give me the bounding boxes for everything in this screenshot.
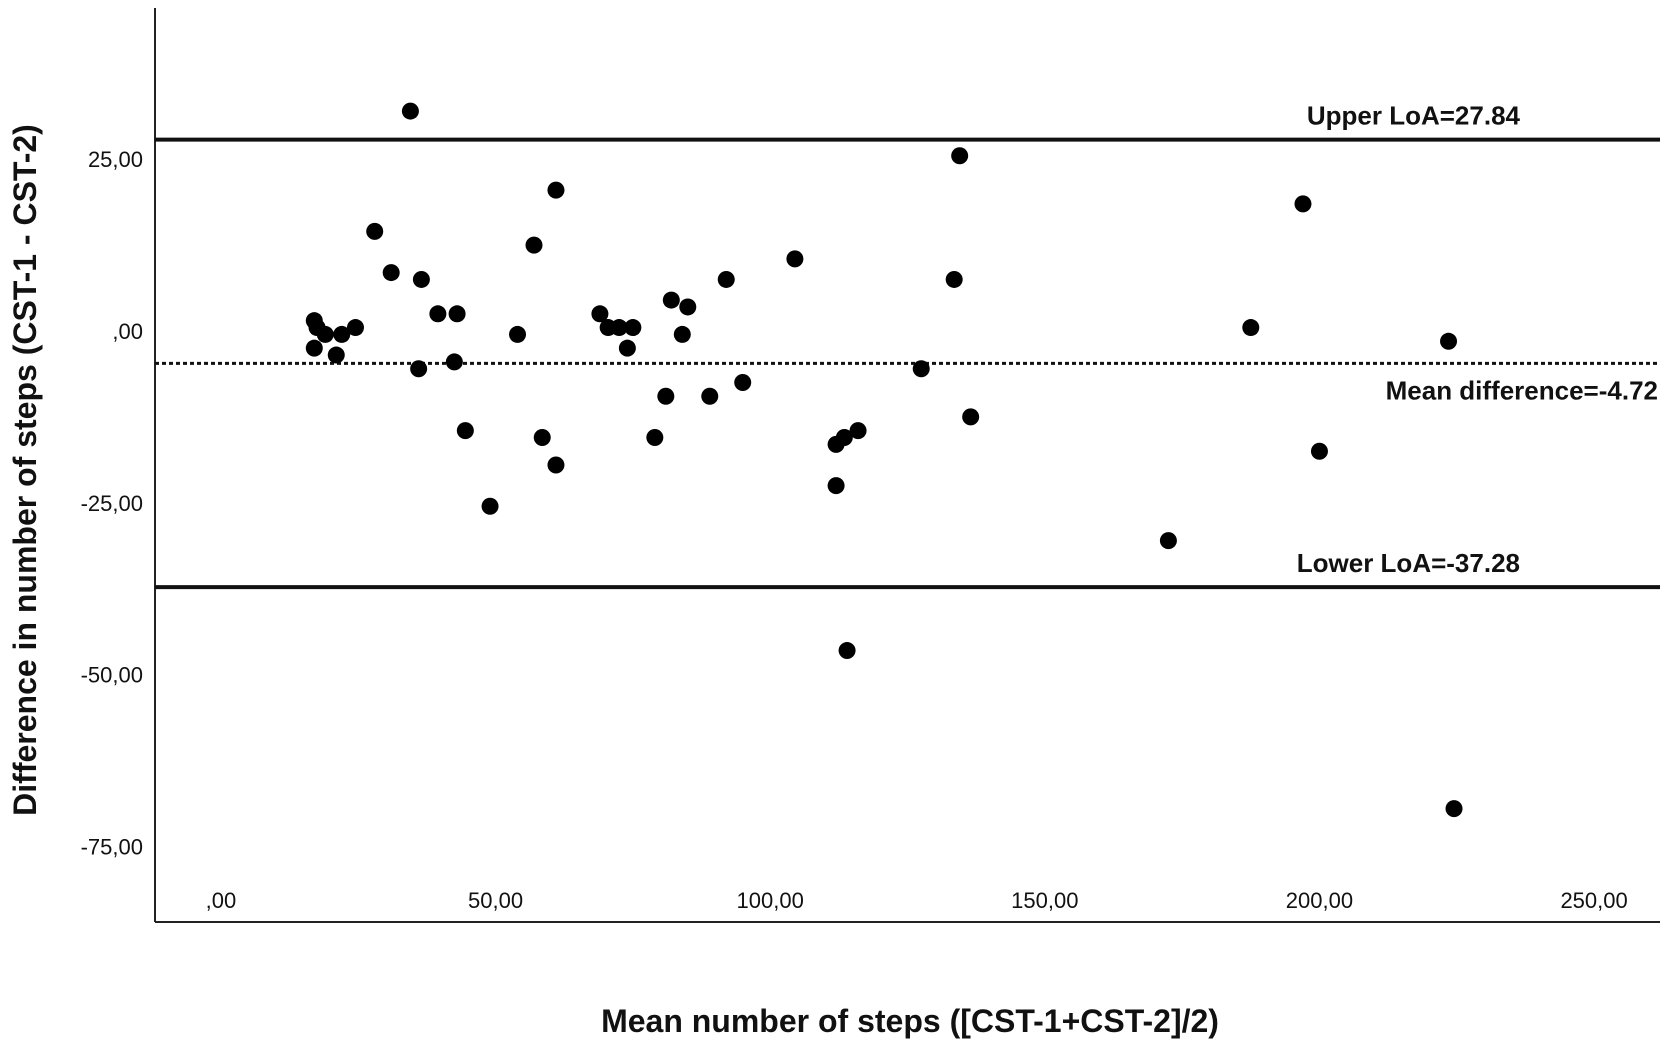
- data-point-6: [333, 325, 351, 343]
- data-point-24: [610, 319, 628, 337]
- data-point-46: [1242, 319, 1260, 337]
- data-point-31: [679, 298, 697, 316]
- data-point-14: [445, 353, 463, 371]
- data-point-28: [657, 387, 675, 405]
- data-point-37: [827, 477, 845, 495]
- data-point-44: [962, 408, 980, 426]
- reference-line-label-0: Upper LoA=27.84: [1307, 101, 1521, 131]
- data-point-34: [734, 374, 752, 392]
- data-point-50: [1445, 800, 1463, 818]
- x-tick-label-1: 50,00: [468, 888, 523, 913]
- y-tick-labels: 25,00 ,00 -25,00 -50,00 -75,00: [81, 147, 143, 859]
- data-point-18: [525, 236, 543, 254]
- data-point-22: [591, 305, 609, 323]
- data-point-13: [448, 305, 466, 323]
- x-tick-label-3: 150,00: [1011, 888, 1078, 913]
- x-tick-labels: ,00 50,00 100,00 150,00 200,00 250,00: [206, 888, 1628, 913]
- data-point-32: [701, 387, 719, 405]
- data-point-10: [412, 270, 430, 288]
- data-point-41: [912, 360, 930, 378]
- data-point-0: [401, 102, 419, 120]
- data-point-26: [624, 319, 642, 337]
- data-point-9: [382, 264, 400, 282]
- y-tick-label-1: ,00: [112, 319, 143, 344]
- data-point-5: [327, 346, 345, 364]
- data-point-48: [1310, 442, 1328, 460]
- axes: [154, 8, 1660, 923]
- data-point-40: [849, 422, 867, 440]
- data-point-20: [547, 181, 565, 199]
- data-point-47: [1294, 195, 1312, 213]
- data-point-35: [786, 250, 804, 268]
- data-point-39: [838, 642, 856, 660]
- data-point-29: [662, 291, 680, 309]
- data-point-27: [646, 429, 664, 447]
- data-point-49: [1440, 332, 1458, 350]
- x-tick-label-5: 250,00: [1560, 888, 1627, 913]
- data-point-38: [835, 429, 853, 447]
- data-point-19: [533, 429, 551, 447]
- data-point-45: [1159, 532, 1177, 550]
- y-tick-label-3: -50,00: [81, 663, 143, 688]
- y-tick-label-4: -75,00: [81, 834, 143, 859]
- x-tick-label-2: 100,00: [737, 888, 804, 913]
- data-point-25: [618, 339, 636, 357]
- y-tick-label-0: 25,00: [88, 147, 143, 172]
- data-point-11: [410, 360, 428, 378]
- data-point-15: [456, 422, 474, 440]
- x-axis-title: Mean number of steps ([CST-1+CST-2]/2): [601, 1003, 1219, 1039]
- data-point-16: [481, 497, 499, 515]
- data-point-7: [346, 319, 364, 337]
- data-point-12: [429, 305, 447, 323]
- data-point-42: [945, 270, 963, 288]
- y-tick-label-2: -25,00: [81, 491, 143, 516]
- data-point-21: [547, 456, 565, 474]
- data-point-30: [673, 325, 691, 343]
- x-tick-label-0: ,00: [206, 888, 237, 913]
- data-point-3: [316, 325, 334, 343]
- y-axis-title: Difference in number of steps (CST-1 - C…: [7, 124, 43, 816]
- data-point-8: [366, 222, 384, 240]
- reference-line-label-1: Mean difference=-4.72: [1386, 375, 1658, 405]
- data-point-33: [717, 270, 735, 288]
- data-points: [305, 102, 1463, 818]
- data-point-4: [305, 339, 323, 357]
- x-tick-label-4: 200,00: [1286, 888, 1353, 913]
- reference-lines: Upper LoA=27.84 Mean difference=-4.72 Lowe…: [155, 101, 1660, 590]
- data-point-43: [951, 147, 969, 165]
- data-point-17: [509, 325, 527, 343]
- reference-line-label-2: Lower LoA=-37.28: [1297, 548, 1520, 578]
